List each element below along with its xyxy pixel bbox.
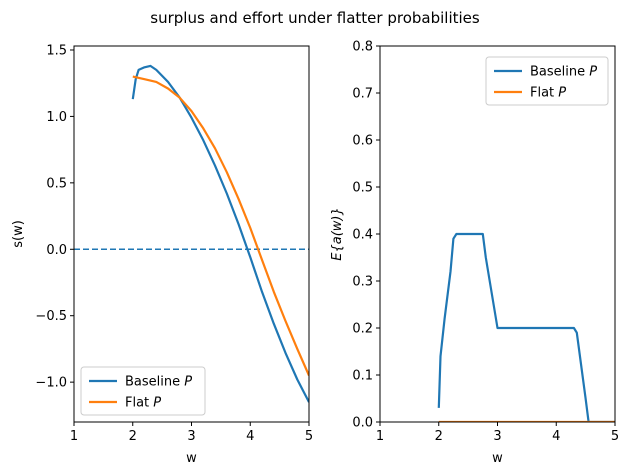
y-tick-label: 1.5: [46, 43, 67, 58]
y-tick-label: 0.2: [352, 322, 373, 337]
x-tick-label: 5: [305, 429, 313, 444]
x-tick-label: 2: [435, 429, 443, 444]
legend-label-baseline: Baseline P: [530, 65, 597, 80]
series-line-flat: [132, 75, 309, 376]
x-tick-label: 3: [187, 429, 195, 444]
y-tick-label: −0.5: [35, 309, 67, 324]
surplus-panel: 1 2 3 4 5 1.5 1.0 0.5 0.0 −0.5 −1.0 w s(w) Baseline P…: [11, 43, 313, 466]
series-line-baseline: [131, 64, 309, 403]
x-tick-label: 3: [493, 429, 501, 444]
y-tick-label: 0.1: [352, 369, 373, 384]
y-tick-label: 0.0: [46, 243, 67, 258]
figure-title: surplus and effort under flatter probabi…: [150, 9, 480, 27]
legend-label-italic-suffix: P: [184, 375, 192, 390]
x-tick-label: 2: [129, 429, 137, 444]
y-tick-label: 0.4: [352, 228, 373, 243]
x-tick-label: 1: [70, 429, 78, 444]
y-tick-label: 0.7: [352, 87, 373, 102]
y-tick-label: 0.5: [352, 181, 373, 196]
y-axis-label: s(w): [11, 220, 26, 248]
legend-label-italic-suffix: P: [589, 65, 597, 80]
legend-label-italic-suffix: P: [153, 396, 161, 411]
series-line-baseline: [437, 232, 615, 422]
x-tick-label: 4: [246, 429, 254, 444]
legend-label-flat: Flat P: [125, 396, 161, 411]
series-group: [131, 64, 309, 403]
y-tick-label: 0.3: [352, 275, 373, 290]
y-tick-label: 0.5: [46, 176, 67, 191]
x-axis-label: w: [492, 451, 503, 466]
legend-label-baseline: Baseline P: [125, 375, 192, 390]
y-tick-label: 0.6: [352, 134, 373, 149]
effort-panel: 1 2 3 4 5 0.0 0.1 0.2 0.3 0.4 0.5 0.6 0.7 0.8 w E{a(w)}…: [330, 40, 619, 467]
y-tick-label: 1.0: [46, 110, 67, 125]
y-tick-label: −1.0: [35, 376, 67, 391]
x-tick-label: 5: [611, 429, 619, 444]
y-tick-label: 0.8: [352, 40, 373, 55]
x-tick-label: 1: [376, 429, 384, 444]
x-axis-label: w: [186, 451, 197, 466]
x-tick-label: 4: [552, 429, 560, 444]
legend-label-italic-suffix: P: [558, 86, 566, 101]
y-axis-label: E{a(w)}: [330, 207, 345, 261]
y-tick-label: 0.0: [352, 416, 373, 431]
legend-label-flat: Flat P: [530, 86, 566, 101]
series-group: [437, 232, 615, 422]
